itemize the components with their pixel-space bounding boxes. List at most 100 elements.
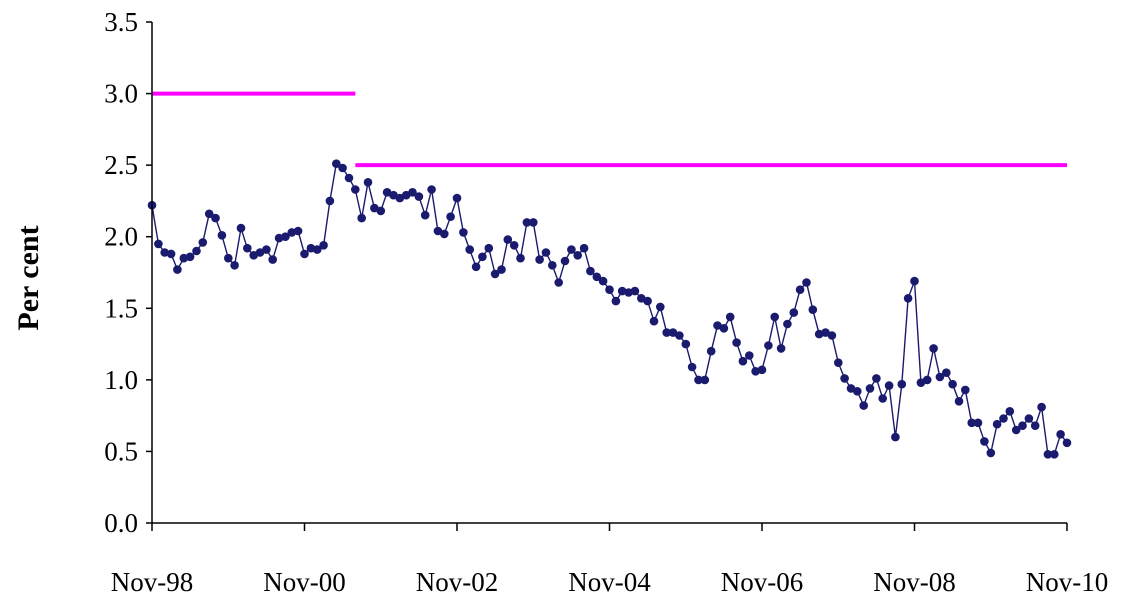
data-point	[719, 324, 729, 333]
data-point	[427, 185, 436, 194]
data-point	[395, 193, 405, 203]
data-point	[554, 278, 563, 287]
y-tick-label: 1.0	[104, 365, 138, 395]
y-tick-label: 2.5	[104, 150, 138, 180]
data-point	[255, 248, 265, 257]
data-point	[579, 243, 589, 253]
data-point	[363, 178, 373, 187]
data-point	[827, 331, 837, 340]
data-point	[293, 226, 303, 236]
data-point	[243, 243, 252, 253]
data-point	[992, 419, 1002, 429]
data-point	[948, 379, 957, 389]
data-point	[808, 305, 818, 315]
data-point	[471, 262, 481, 272]
data-point	[840, 374, 849, 383]
data-point	[764, 341, 773, 350]
data-point	[497, 265, 506, 274]
data-point	[872, 374, 881, 383]
data-point	[922, 375, 932, 385]
data-point	[865, 384, 875, 393]
data-point	[173, 265, 182, 274]
axes	[146, 21, 1068, 531]
data-point	[662, 328, 671, 337]
data-point	[300, 249, 309, 259]
data-point	[548, 261, 557, 270]
data-point	[217, 231, 227, 240]
data-point	[1018, 421, 1027, 431]
data-point	[268, 255, 278, 264]
data-point	[281, 232, 290, 241]
data-point	[541, 248, 551, 257]
data-point	[325, 196, 335, 206]
data-point	[1011, 425, 1021, 435]
data-point	[185, 252, 195, 262]
data-point	[675, 331, 684, 340]
data-point	[897, 379, 907, 389]
data-point	[757, 365, 767, 375]
data-point	[414, 192, 424, 201]
series-line	[151, 162, 1068, 455]
data-point	[509, 241, 519, 250]
data-point	[617, 286, 627, 296]
data-point	[884, 381, 894, 390]
data-point	[230, 261, 239, 270]
x-tick-label: Nov-08	[873, 567, 956, 597]
data-point	[1005, 407, 1015, 416]
data-point	[478, 252, 487, 262]
data-point	[1037, 402, 1046, 412]
data-point	[490, 269, 500, 279]
data-point	[160, 248, 169, 257]
x-tick-label: Nov-02	[416, 567, 499, 597]
data-point	[420, 210, 430, 220]
data-point	[738, 356, 748, 366]
data-point	[452, 193, 462, 203]
data-point	[1043, 450, 1053, 459]
series-layer	[147, 159, 1072, 459]
data-point	[681, 339, 691, 349]
data-point	[484, 243, 494, 253]
data-point	[376, 206, 386, 216]
y-tick-labels: 0.0 0.5 1.0 1.5 2.0 2.5 3.0 3.5	[104, 7, 138, 538]
data-point	[776, 344, 786, 353]
data-point	[262, 245, 271, 254]
data-point	[586, 266, 595, 276]
y-tick-label: 0.0	[104, 508, 138, 538]
data-point	[446, 212, 455, 221]
data-point	[643, 296, 652, 306]
y-axis-title: Per cent	[12, 225, 45, 330]
data-point	[338, 163, 347, 173]
data-point	[942, 368, 951, 378]
data-point	[668, 328, 678, 337]
data-point	[935, 372, 945, 382]
y-tick-label: 3.5	[104, 7, 138, 37]
x-tick-label: Nov-98	[111, 567, 194, 597]
data-point	[319, 241, 328, 250]
data-point	[732, 338, 741, 347]
data-point	[783, 319, 792, 329]
data-point	[382, 188, 392, 197]
data-point	[903, 294, 913, 303]
data-point	[459, 228, 468, 237]
data-point	[694, 375, 703, 385]
data-point	[351, 185, 360, 194]
data-point	[440, 229, 449, 239]
data-point	[687, 362, 697, 372]
data-point	[954, 397, 964, 406]
x-tick-label: Nov-04	[568, 567, 651, 597]
data-point	[929, 344, 938, 353]
data-point	[961, 385, 970, 395]
data-point	[656, 302, 665, 312]
data-point	[357, 213, 367, 223]
data-point	[236, 223, 246, 233]
data-point	[789, 308, 799, 317]
data-point	[166, 249, 176, 259]
data-point	[598, 276, 608, 286]
data-point	[204, 209, 214, 219]
data-point	[611, 296, 621, 306]
data-point	[516, 253, 525, 263]
data-point	[986, 448, 996, 458]
data-point	[567, 245, 576, 254]
data-point	[154, 239, 163, 249]
data-point	[745, 351, 754, 360]
